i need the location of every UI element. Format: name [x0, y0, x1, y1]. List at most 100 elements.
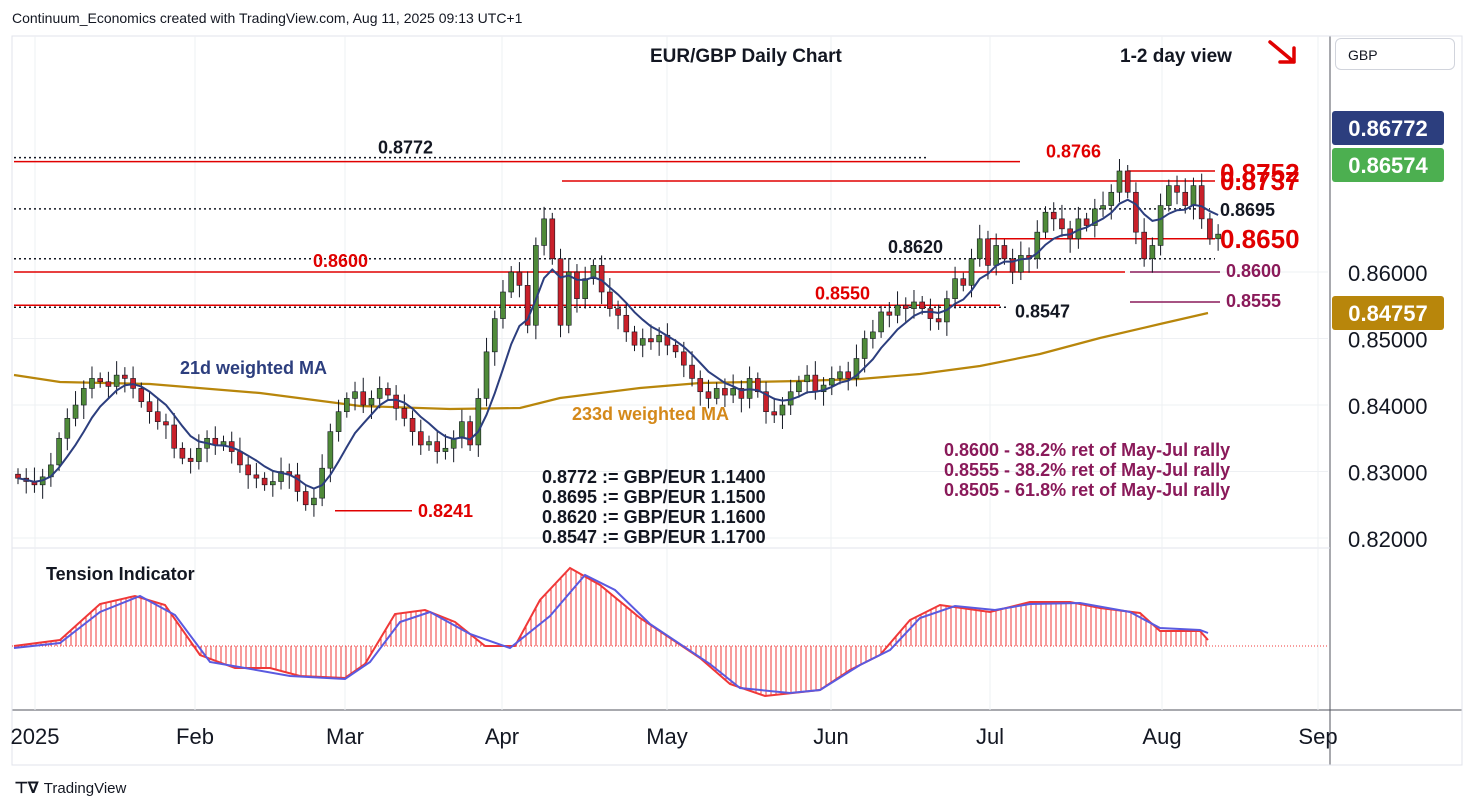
level-label-0.8650: 0.8650	[1220, 224, 1300, 254]
candle-body	[1001, 245, 1008, 260]
candle-body	[294, 474, 301, 492]
candle-body	[796, 381, 802, 393]
x-tick-label: Apr	[485, 724, 519, 749]
candle-body	[845, 371, 852, 379]
candle-body	[278, 471, 284, 482]
candle-body	[80, 388, 87, 406]
candle-body	[681, 351, 687, 366]
candle-body	[870, 331, 876, 339]
candle-body	[713, 388, 720, 399]
candle-body	[1207, 218, 1213, 240]
candle-body	[97, 378, 103, 383]
price-tag-label: 0.84757	[1348, 301, 1428, 326]
candle-body	[549, 218, 556, 260]
candle-body	[779, 404, 786, 416]
candle-body	[902, 304, 909, 309]
y-tick-label: 0.86000	[1348, 261, 1428, 286]
level-label-0.8600-fib: 0.8600	[1226, 261, 1281, 281]
candle-body	[1182, 191, 1189, 206]
candle-body	[409, 418, 416, 432]
candle-body	[1133, 191, 1139, 233]
candle-body	[105, 381, 112, 387]
price-tag-label: 0.86772	[1348, 116, 1428, 141]
fib-note: 0.8505 - 61.8% ret of May-Jul rally	[944, 480, 1230, 500]
candle-body	[15, 473, 21, 479]
candle-body	[1050, 211, 1057, 220]
candle-body	[672, 344, 679, 353]
candle-body	[426, 441, 432, 446]
candle-body	[270, 481, 276, 486]
tradingview-logo-icon: ⊤∇	[14, 780, 39, 797]
price-tag-box	[1332, 296, 1444, 330]
candle-body	[1215, 233, 1221, 240]
candle-body	[261, 477, 268, 486]
candle-body	[993, 245, 999, 266]
candle-body	[475, 398, 482, 446]
candle-body	[952, 278, 958, 299]
candle-body	[623, 314, 630, 333]
candle-body	[812, 374, 819, 393]
ma233-label: 233d weighted MA	[572, 404, 729, 424]
candle-body	[245, 464, 251, 476]
candle-body	[1083, 218, 1090, 226]
candle-body	[1198, 185, 1205, 220]
candle-body	[253, 474, 260, 479]
candle-body	[393, 394, 399, 409]
candle-body	[985, 238, 991, 266]
candle-body	[1141, 231, 1147, 260]
candle-body	[196, 447, 202, 462]
candle-body	[385, 388, 391, 396]
candle-body	[1174, 185, 1180, 193]
y-tick-label: 0.83000	[1348, 461, 1428, 486]
candle-body	[311, 497, 317, 506]
candle-body	[1157, 205, 1164, 246]
y-tick-label: 0.82000	[1348, 527, 1428, 552]
y-tick-label: 0.84000	[1348, 394, 1428, 419]
candle-body	[763, 391, 769, 412]
tradingview-brand[interactable]: ⊤∇ TradingView	[14, 778, 126, 798]
chart-title: EUR/GBP Daily Chart	[650, 46, 842, 67]
candle-body	[1108, 191, 1115, 206]
candle-body	[89, 378, 95, 389]
candle-body	[1059, 218, 1065, 230]
level-label-0.8555: 0.8555	[1226, 291, 1281, 311]
candle-body	[582, 278, 588, 299]
candle-body	[368, 398, 375, 406]
candle-body	[689, 364, 695, 379]
level-label-0.8772: 0.8772	[378, 138, 433, 158]
candle-body	[187, 457, 194, 462]
candle-body	[960, 278, 967, 286]
candle-body	[1092, 208, 1098, 226]
candle-body	[401, 408, 408, 419]
y-tick-label: 0.85000	[1348, 328, 1428, 353]
candle-body	[500, 291, 506, 319]
ma233-line	[13, 311, 1209, 411]
candle-body	[533, 245, 539, 326]
candle-body	[639, 338, 646, 346]
candle-body	[508, 271, 515, 293]
candle-body	[335, 411, 342, 432]
candle-body	[1018, 255, 1024, 273]
candle-body	[894, 304, 901, 316]
candle-body	[138, 388, 145, 403]
candle-body	[541, 218, 547, 246]
x-tick-label: Feb	[176, 724, 214, 749]
candle-body	[516, 271, 523, 286]
candle-body	[919, 301, 926, 309]
candle-body	[878, 311, 884, 333]
candle-body	[483, 351, 490, 399]
chart-subtitle: 1-2 day view	[1120, 46, 1232, 67]
candle-body	[574, 271, 580, 299]
candle-body	[705, 391, 712, 399]
candle-body	[434, 441, 441, 452]
level-label-0.8695: 0.8695	[1220, 200, 1275, 220]
candle-body	[828, 378, 835, 386]
price-tag-box	[1332, 148, 1444, 182]
chart-frame	[11, 35, 1463, 766]
candle-body	[302, 491, 309, 506]
currency-button[interactable]: GBP	[1335, 38, 1455, 70]
level-label-0.8547: 0.8547	[1015, 301, 1070, 321]
ma21-label: 21d weighted MA	[180, 358, 327, 378]
candle-body	[154, 411, 161, 422]
level-label-0.8241: 0.8241	[418, 501, 473, 521]
